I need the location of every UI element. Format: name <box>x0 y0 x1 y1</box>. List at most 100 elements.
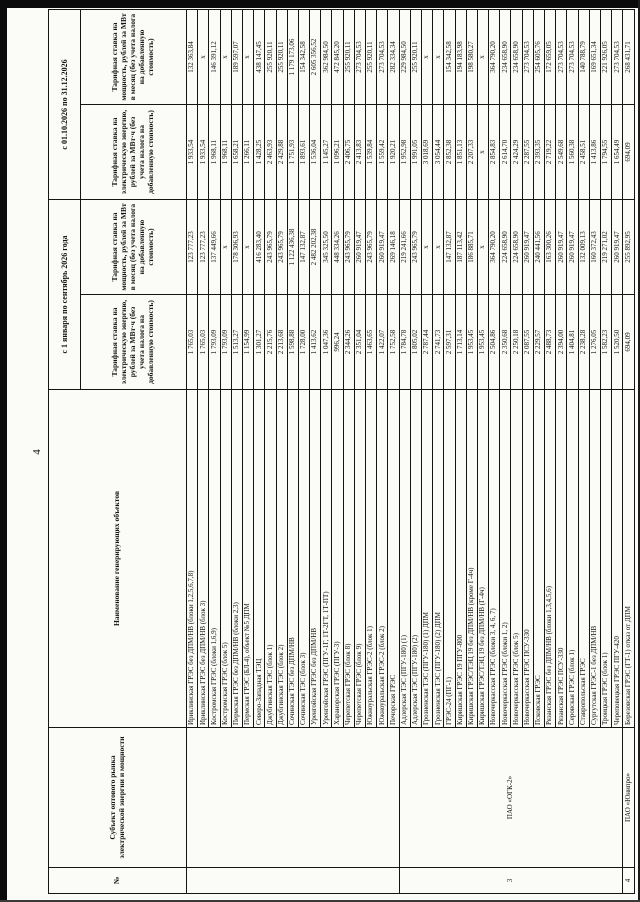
generating-object-name: ГРЭС-24 (ПГ-1) <box>443 389 455 728</box>
tariff-value-e2: х <box>477 104 489 200</box>
tariff-value-c1: 163 300,26 <box>544 199 556 295</box>
tariff-value-e1: 2 087,55 <box>522 294 534 390</box>
tariff-value-c1: 224 658,90 <box>510 199 523 295</box>
tariff-value-e2: 2 719,22 <box>544 104 556 200</box>
tariff-value-e2: 1 920,21 <box>387 104 400 200</box>
tariff-value-c1: 260 919,47 <box>555 199 567 295</box>
generating-object-name: Сочинская ТЭС (блок 3) <box>298 389 310 728</box>
tariff-value-c1: 243 965,79 <box>264 199 276 295</box>
tariff-value-c2: 154 342,58 <box>443 9 455 105</box>
generating-object-name: Троицкая ГРЭС (блок 1) <box>600 389 612 728</box>
tariff-value-e1: 2 597,31 <box>443 294 455 390</box>
generating-object-name: Новочеркасская ГРЭС ПСУ-330 <box>522 389 534 728</box>
generating-object-name: Грозненская ТЭС (ПГУ-180) (2) ДПМ <box>432 389 444 728</box>
tariff-value-c2: 254 605,76 <box>533 9 545 105</box>
tariff-value-c1: 243 965,79 <box>343 199 355 295</box>
header-energy-rate-p2: Тарифная ставка на электрическую энергию… <box>80 104 187 200</box>
generating-object-name: Сочинская ТЭС без ДПМ/НВ <box>287 389 299 728</box>
group-number-cell: 4 <box>622 867 634 894</box>
tariff-value-c2: 255 920,11 <box>365 9 377 105</box>
tariff-value-c2: 146 391,12 <box>208 9 221 105</box>
tariff-value-e1: 1 413,62 <box>309 294 321 390</box>
generating-object-name: Серовская ГРЭС (блок 1) <box>566 389 579 728</box>
tariff-value-e2: 2 463,93 <box>264 104 276 200</box>
tariff-value-e2: 1 536,04 <box>309 104 321 200</box>
tariff-value-c2: 132 363,84 <box>186 9 198 105</box>
tariff-value-c2: 273 704,53 <box>611 9 623 105</box>
generating-object-name: Ставропольская ГРЭС <box>578 389 590 728</box>
tariff-value-e1: 2 488,73 <box>544 294 556 390</box>
tariff-value-c2: 273 704,53 <box>354 9 366 105</box>
tariff-value-c2: х <box>220 9 232 105</box>
tariff-value-e2: 1 968,11 <box>208 104 221 200</box>
tariff-value-c1: 364 790,20 <box>488 199 500 295</box>
tariff-value-c1: х <box>242 199 254 295</box>
generating-object-name: Грозненская ТЭС (ПГУ-180) (1) ДПМ <box>421 389 433 728</box>
tariff-value-c1: х <box>477 199 489 295</box>
tariff-value-c2: 198 580,27 <box>466 9 478 105</box>
generating-object-name: Рязанская ГРЭС без ДПМ/НВ (блоки 1,3,4,5… <box>544 389 556 728</box>
tariff-value-e1: 2 250,18 <box>510 294 523 390</box>
tariff-value-e2: 1 266,11 <box>242 104 254 200</box>
group-subject-cell <box>186 727 400 868</box>
tariff-value-e2: 1 654,49 <box>611 104 623 200</box>
tariff-value-e1: 1 805,02 <box>410 294 422 390</box>
tariff-value-e2: 2 393,35 <box>533 104 545 200</box>
tariff-value-c1: 448 334,26 <box>331 199 344 295</box>
tariff-value-e2: 1 952,98 <box>399 104 411 200</box>
tariff-value-c1: 260 919,47 <box>354 199 366 295</box>
generating-object-name: Адлерская ТЭС (ПГУ-180) (2) <box>410 389 422 728</box>
tariff-value-e1: 1 784,78 <box>399 294 411 390</box>
tariff-value-c1: 147 132,87 <box>298 199 310 295</box>
tariff-value-e1: 1 047,36 <box>320 294 332 390</box>
tariff-value-c1: 137 449,66 <box>208 199 221 295</box>
tariff-value-c2: 273 704,53 <box>566 9 579 105</box>
generating-object-name: Ириклинская ГРЭС без ДПМ/НВ (блок 3) <box>197 389 209 728</box>
group-subject-cell: ПАО «ОГК-2» <box>399 727 623 868</box>
tariff-value-e1: 1 513,27 <box>231 294 243 390</box>
tariff-value-c2: 1 179 173,06 <box>287 9 299 105</box>
tariff-value-e1: 1 953,45 <box>466 294 478 390</box>
landscape-content: 4 № Субъект оптового рынка электрической… <box>28 8 635 894</box>
tariff-value-c2: х <box>421 9 433 105</box>
tariff-value-e1: 1 301,27 <box>253 294 265 390</box>
tariff-value-c2: 2 605 356,52 <box>309 9 321 105</box>
tariff-value-e2: 1 991,05 <box>410 104 422 200</box>
table-row: 4 ПАО «Юнипро» Березовская ГРЭС (ГТ-1) отк… <box>622 9 634 894</box>
tariff-value-e1: 1 765,03 <box>186 294 198 390</box>
tariff-value-e2: 2 854,83 <box>488 104 500 200</box>
generating-object-name: Адлерская ТЭС (ПГУ-180) (1) <box>399 389 411 728</box>
tariff-value-c2: 282 334,34 <box>387 9 400 105</box>
tariff-value-c2: 229 984,50 <box>399 9 411 105</box>
tariff-value-e1: 1 404,81 <box>566 294 579 390</box>
header-energy-rate-p1: Тарифная ставка на электрическую энергию… <box>80 294 187 390</box>
tariff-value-e1: 2 215,76 <box>264 294 276 390</box>
tariff-value-e1: 996,24 <box>331 294 344 390</box>
tariff-value-e2: 1 893,61 <box>298 104 310 200</box>
header-subject: Субъект оптового рынка электрической эне… <box>48 727 187 868</box>
header-capacity-rate-p2: Тарифная ставка на мощность, рублей за М… <box>80 9 187 105</box>
tariff-value-c1: 260 919,47 <box>376 199 388 295</box>
header-object-name: Наименование генерирующих объектов <box>48 389 187 728</box>
tariff-value-c2: х <box>432 9 444 105</box>
generating-object-name: Уренгойская ГРЭС (ПГУ-1Г, 1Т-2ГТ, 1Т-ПТ) <box>320 389 332 728</box>
tariff-value-c2: 140 788,79 <box>578 9 590 105</box>
table-row: 3 ПАО «ОГК-2» Адлерская ТЭС (ПГУ-180) (1) 1… <box>399 9 623 894</box>
generating-object-name: Новочеркасская ГРЭС (блоки 1, 2) <box>499 389 511 728</box>
tariff-value-c2: 172 659,05 <box>544 9 556 105</box>
tariff-value-c1: 147 132,87 <box>443 199 455 295</box>
tariff-value-c2: 194 183,98 <box>455 9 467 105</box>
generating-object-name: Уренгойская ГРЭС без ДПМ/НВ <box>309 389 321 728</box>
tariff-value-c1: 416 283,40 <box>253 199 265 295</box>
tariff-value-e1: 1 598,88 <box>287 294 299 390</box>
tariff-value-e1: 1 793,09 <box>220 294 232 390</box>
generating-object-name: Псковская ГРЭС <box>533 389 545 728</box>
generating-object-name: Череповецкая ГРЭС ПГУ-420 <box>611 389 623 728</box>
group-subject-cell: ПАО «Юнипро» <box>622 727 634 868</box>
tariff-value-c2: 273 704,53 <box>376 9 388 105</box>
tariff-value-e2: 2 287,55 <box>522 104 534 200</box>
tariff-value-c1: 240 441,56 <box>533 199 545 295</box>
tariff-table: № Субъект оптового рынка электрической э… <box>48 8 635 894</box>
tariff-value-e2: 1 933,54 <box>197 104 209 200</box>
tariff-value-e1: 1 520,50 <box>611 294 623 390</box>
